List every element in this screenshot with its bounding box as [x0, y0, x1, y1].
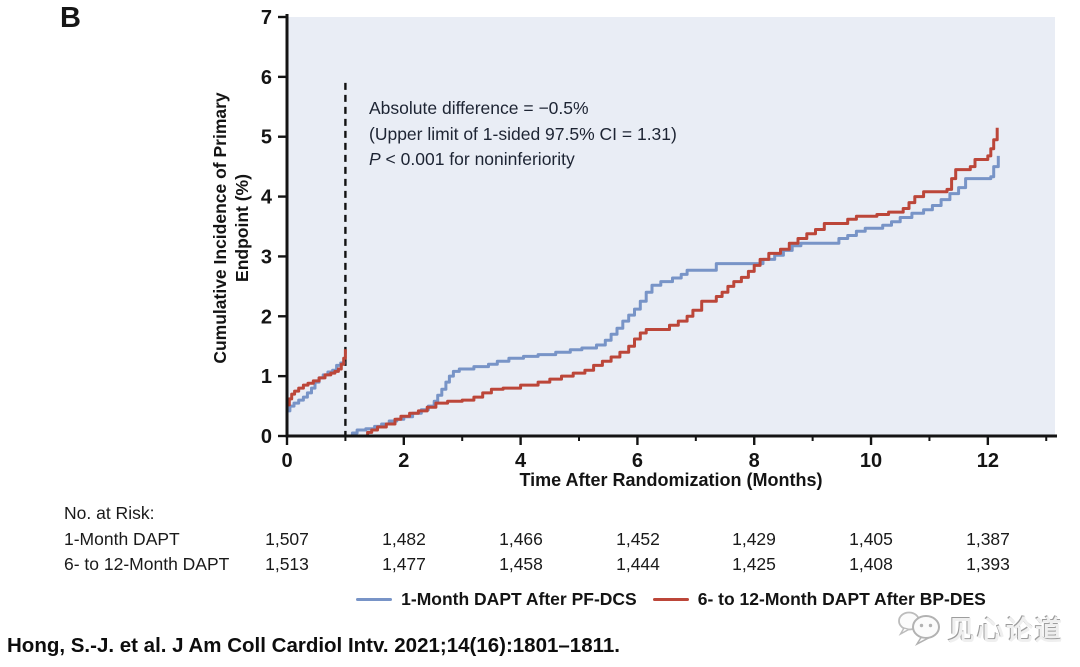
x-tick-label: 0 [281, 450, 292, 472]
risk-count: 1,482 [382, 529, 426, 549]
p-value-symbol: P [369, 149, 381, 169]
risk-count: 1,513 [265, 554, 309, 574]
wechat-chat-icon [898, 611, 940, 646]
y-tick-label: 0 [261, 426, 272, 448]
annotation-line3: P < 0.001 for noninferiority [369, 147, 677, 173]
y-tick-label: 1 [261, 366, 272, 388]
legend-item-pf-dcs: 1-Month DAPT After PF-DCS [356, 589, 637, 610]
statistics-annotation: Absolute difference = −0.5% (Upper limit… [369, 96, 677, 173]
risk-count: 1,458 [499, 554, 543, 574]
watermark-text: 见心论道 [948, 615, 1064, 646]
y-tick-label: 5 [261, 127, 272, 149]
y-tick-label: 7 [261, 7, 272, 29]
risk-count: 1,425 [732, 554, 776, 574]
x-tick-label: 2 [398, 450, 409, 472]
risk-count: 1,507 [265, 529, 309, 549]
annotation-line2: (Upper limit of 1-sided 97.5% CI = 1.31) [369, 123, 677, 144]
risk-count: 1,477 [382, 554, 426, 574]
y-axis-title-line2: Endpoint (%) [232, 174, 252, 282]
x-tick-label: 12 [977, 450, 999, 472]
legend-label-pf-dcs: 1-Month DAPT After PF-DCS [401, 589, 637, 609]
annotation-line3-rest: < 0.001 for noninferiority [380, 149, 575, 169]
x-tick-label: 6 [632, 450, 643, 472]
risk-count: 1,387 [966, 529, 1010, 549]
y-tick-label: 6 [261, 67, 272, 89]
risk-row-label-1month: 1-Month DAPT [64, 529, 180, 549]
risk-count: 1,429 [732, 529, 776, 549]
risk-count: 1,466 [499, 529, 543, 549]
y-tick-label: 3 [261, 246, 272, 268]
legend-line-sample-red [652, 597, 689, 602]
y-axis-title-line1: Cumulative Incidence of Primary [210, 92, 230, 364]
curve-bp-des-seg0 [287, 349, 347, 407]
risk-count: 1,393 [966, 554, 1010, 574]
plot-background [287, 17, 1055, 436]
risk-count: 1,452 [616, 529, 660, 549]
legend-line-sample-blue [356, 597, 393, 602]
x-tick-label: 10 [860, 450, 882, 472]
curve-bp-des-seg1 [362, 127, 999, 438]
x-tick-label: 4 [515, 450, 527, 472]
annotation-line1: Absolute difference = −0.5% [369, 98, 589, 118]
x-tick-label: 8 [749, 450, 760, 472]
legend-item-bp-des: 6- to 12-Month DAPT After BP-DES [652, 589, 986, 610]
y-tick-label: 4 [261, 187, 273, 209]
watermark: 见心论道 [896, 608, 1064, 648]
risk-table-title: No. at Risk: [64, 503, 155, 523]
chart-legend: 1-Month DAPT After PF-DCS 6- to 12-Month… [287, 589, 1055, 610]
risk-count: 1,408 [849, 554, 893, 574]
y-tick-label: 2 [261, 306, 272, 328]
citation-text: Hong, S.-J. et al. J Am Coll Cardiol Int… [7, 634, 620, 657]
risk-count: 1,444 [616, 554, 660, 574]
panel-label: B [60, 2, 81, 34]
risk-count: 1,405 [849, 529, 893, 549]
risk-row-label-6to12month: 6- to 12-Month DAPT [64, 554, 230, 574]
legend-label-bp-des: 6- to 12-Month DAPT After BP-DES [697, 589, 986, 609]
y-axis-title: Cumulative Incidence of Primary Endpoint… [209, 17, 257, 437]
x-axis-title: Time After Randomization (Months) [519, 470, 823, 490]
